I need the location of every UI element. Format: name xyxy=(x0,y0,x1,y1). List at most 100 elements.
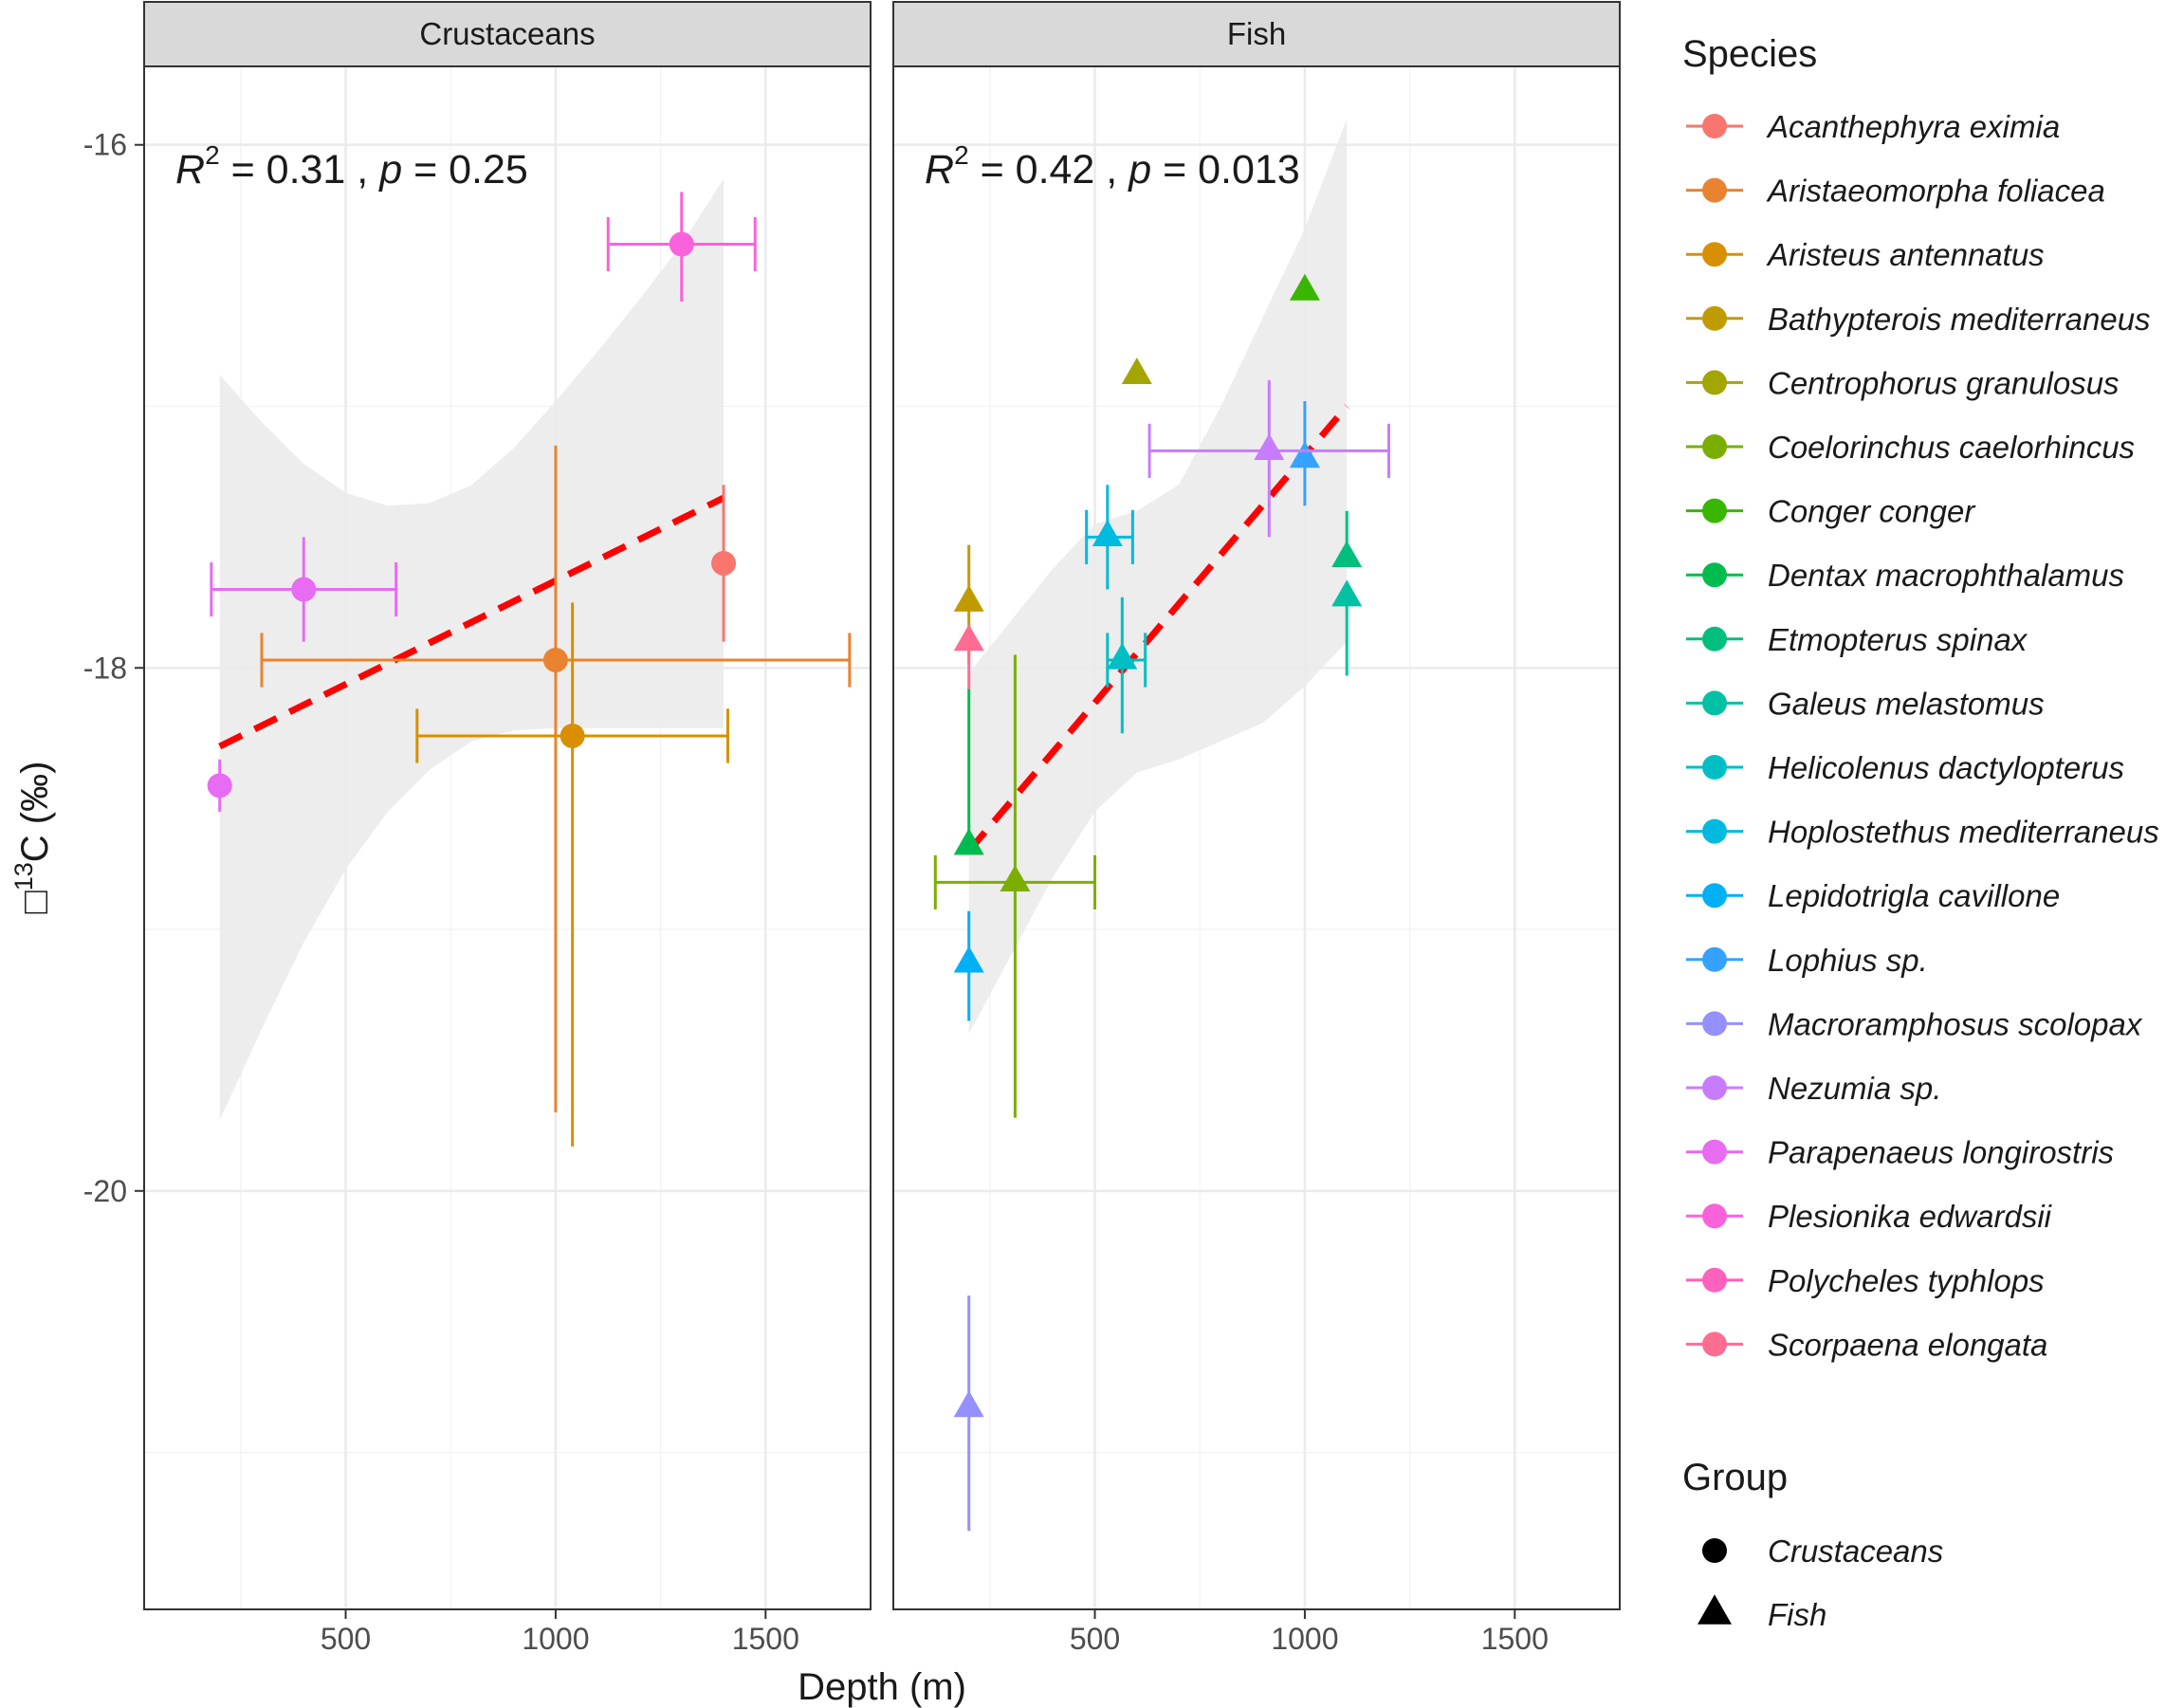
legend-label-polycheles-typhlops: Polycheles typhlops xyxy=(1768,1263,2045,1298)
legend-label-helicolenus-dactylopterus: Helicolenus dactylopterus xyxy=(1768,750,2124,785)
x-axis-ticks: 500 1000 1500 xyxy=(321,1609,799,1656)
legend-key-point xyxy=(1702,562,1727,588)
trend-line xyxy=(966,404,1349,854)
data-point-galeus-melastomus xyxy=(1331,579,1363,607)
legend-species-items: Acanthephyra eximia Aristaeomorpha foliac… xyxy=(1686,109,2159,1362)
confidence-ribbon xyxy=(968,119,1348,1035)
y-tick-label: -20 xyxy=(83,1174,127,1208)
x-tick-label: 500 xyxy=(321,1622,371,1656)
legend-label-centrophorus-granulosus: Centrophorus granulosus xyxy=(1768,365,2120,400)
legend-key-point xyxy=(1702,690,1727,716)
p-value: 0.013 xyxy=(1198,147,1300,193)
legend-key-point xyxy=(1702,1267,1727,1293)
stats-annotation: R2 = 0.42 , p = 0.013 xyxy=(925,140,1300,193)
data-point-helicolenus-dactylopterus xyxy=(1107,642,1138,670)
p-value: 0.25 xyxy=(449,147,528,193)
legend-label-macroramphosus-scolopax: Macroramphosus scolopax xyxy=(1768,1006,2143,1041)
data-point-bathypterois-mediterraneus xyxy=(953,584,984,612)
legend-label-plesionika-edwardsii: Plesionika edwardsii xyxy=(1768,1199,2053,1234)
legend-key-point xyxy=(1702,370,1727,395)
panel-crustaceans: Crustaceans R2 = 0.31 , p = 0.25 500 1000… xyxy=(143,1,872,1656)
r2-value: 0.31 xyxy=(266,147,346,193)
legend-label-crustaceans: Crustaceans xyxy=(1768,1534,1943,1569)
y-tick-label: -18 xyxy=(83,651,127,685)
legend-label-etmopterus-spinax: Etmopterus spinax xyxy=(1768,622,2028,657)
legend-label-parapenaeus-longirostris: Parapenaeus longirostris xyxy=(1768,1135,2114,1170)
legend-key-point xyxy=(1702,1332,1727,1357)
legend-label-hoplostethus-mediterraneus: Hoplostethus mediterraneus xyxy=(1768,815,2159,850)
stats-annotation: R2 = 0.31 , p = 0.25 xyxy=(175,140,528,193)
legend-key-point xyxy=(1702,1075,1727,1100)
data-marks xyxy=(933,273,1390,1532)
data-point-etmopterus-spinax xyxy=(1331,541,1363,568)
legend-label-galeus-melastomus: Galeus melastomus xyxy=(1768,686,2045,721)
legend-key-point xyxy=(1702,1139,1727,1165)
legend-label-acanthephyra-eximia: Acanthephyra eximia xyxy=(1766,109,2060,144)
legend-label-dentax-macrophthalamus: Dentax macrophthalamus xyxy=(1768,558,2124,593)
legend-key-point xyxy=(1698,1594,1732,1625)
legend-key-point xyxy=(1702,755,1727,780)
data-point-coelorinchus-caelorhincus xyxy=(1000,864,1031,891)
x-tick-label: 1000 xyxy=(1271,1622,1338,1656)
y-axis-title-symbol: □ xyxy=(14,891,56,913)
x-tick-label: 1000 xyxy=(522,1622,589,1656)
legend-key-point xyxy=(1702,626,1727,652)
legend-label-aristaeomorpha-foliacea: Aristaeomorpha foliacea xyxy=(1766,174,2105,209)
legend-key-point xyxy=(1702,498,1727,523)
y-axis-title-rest: C (‰) xyxy=(14,762,56,863)
y-axis: -16 -18 -20 xyxy=(83,128,144,1208)
y-tick-label: -16 xyxy=(83,128,127,162)
data-point-lophius-sp xyxy=(1289,441,1320,468)
legend-key-point xyxy=(1702,883,1727,909)
legend: Species Acanthephyra eximia Aristaeomorph… xyxy=(1682,33,2159,1632)
legend-key-point xyxy=(1702,305,1727,331)
data-point-nezumia-sp xyxy=(1254,432,1285,460)
r2-value: 0.42 xyxy=(1016,147,1095,193)
legend-key-point xyxy=(1702,946,1727,972)
legend-key-point xyxy=(1702,434,1727,459)
legend-key-point xyxy=(1702,1011,1727,1037)
x-axis-ticks: 500 1000 1500 xyxy=(1070,1609,1549,1656)
legend-group-items: Crustaceans Fish xyxy=(1698,1534,1943,1632)
data-point-centrophorus-granulosus xyxy=(1121,358,1152,384)
x-tick-label: 500 xyxy=(1070,1622,1120,1656)
trend-line-group xyxy=(218,494,725,750)
legend-key-point xyxy=(1702,242,1727,267)
x-tick-label: 1500 xyxy=(1481,1622,1549,1656)
y-axis-title: □13C (‰) xyxy=(9,762,56,914)
strip-label: Fish xyxy=(1227,16,1286,51)
trend-line xyxy=(218,494,725,750)
data-point-aristeus-antennatus xyxy=(560,723,585,748)
data-point-plesionika-edwardsii xyxy=(669,231,694,257)
confidence-ribbon-group xyxy=(219,178,724,1121)
panel-fish: Fish R2 = 0.42 , p = 0.013 500 1000 1500 xyxy=(892,1,1621,1656)
legend-label-aristeus-antennatus: Aristeus antennatus xyxy=(1766,237,2045,272)
data-point-parapenaeus-longirostris xyxy=(207,773,232,799)
data-point-conger-conger xyxy=(1289,273,1320,301)
x-axis-title: Depth (m) xyxy=(798,1666,966,1708)
legend-key-point xyxy=(1702,1203,1727,1229)
legend-label-lophius-sp: Lophius sp. xyxy=(1768,943,1928,978)
data-point-macroramphosus-scolopax xyxy=(953,1390,984,1418)
legend-label-coelorinchus-caelorhincus: Coelorinchus caelorhincus xyxy=(1768,430,2135,465)
y-axis-title-superscript: 13 xyxy=(9,862,38,891)
legend-group-title: Group xyxy=(1682,1457,1788,1498)
confidence-ribbon xyxy=(219,178,724,1121)
legend-label-conger-conger: Conger conger xyxy=(1768,494,1976,529)
legend-label-nezumia-sp: Nezumia sp. xyxy=(1768,1071,1941,1106)
strip-background xyxy=(892,1,1621,67)
data-point-acanthephyra-eximia xyxy=(711,550,737,576)
strip-background xyxy=(143,1,872,67)
legend-key-point xyxy=(1702,1538,1727,1563)
trend-line-group xyxy=(966,404,1349,854)
legend-label-bathypterois-mediterraneus: Bathypterois mediterraneus xyxy=(1768,302,2151,337)
legend-label-scorpaena-elongata: Scorpaena elongata xyxy=(1768,1327,2047,1362)
confidence-ribbon-group xyxy=(968,119,1348,1035)
legend-label-lepidotrigla-cavillone: Lepidotrigla cavillone xyxy=(1768,878,2060,913)
legend-key-point xyxy=(1702,114,1727,138)
data-point-hoplostethus-mediterraneus xyxy=(1092,519,1123,546)
data-marks xyxy=(207,192,852,1147)
data-point-aristaeomorpha-foliacea xyxy=(542,647,568,672)
